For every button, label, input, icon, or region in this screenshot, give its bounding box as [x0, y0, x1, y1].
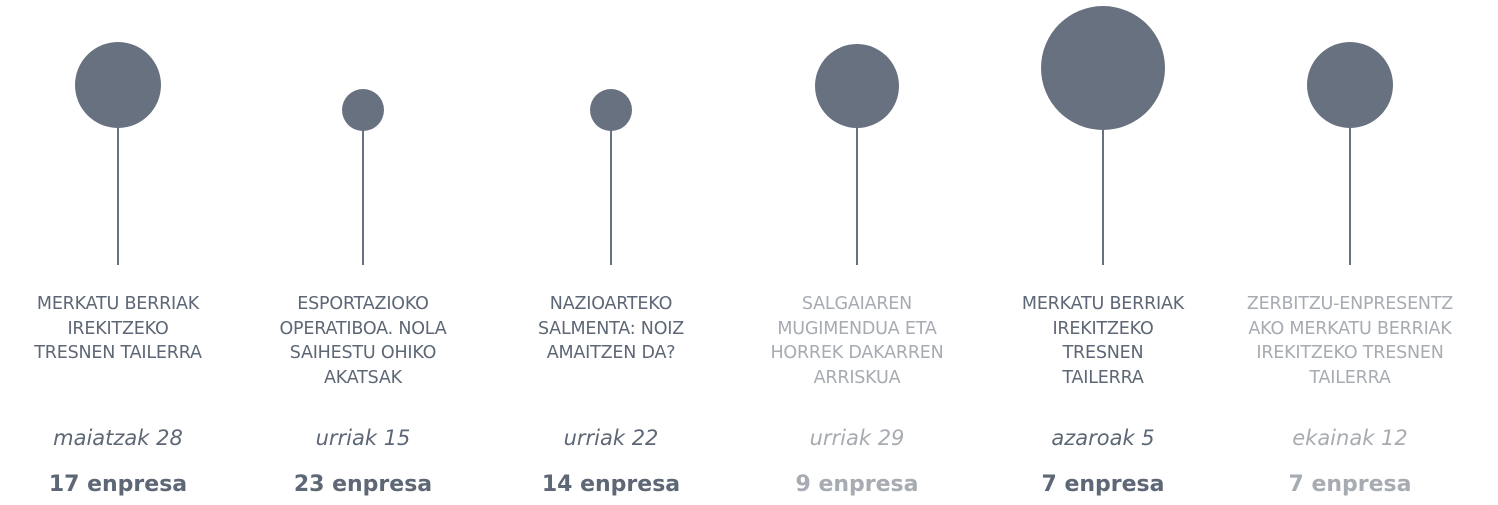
title-line: SALGAIAREN — [801, 294, 913, 314]
event-title: ESPORTAZIOKO OPERATIBOA. NOLA SAIHESTU OHI… — [240, 292, 486, 390]
title-line: IREKITZEKO — [67, 318, 169, 339]
pin-head — [342, 89, 384, 131]
event-date: azaroak 5 — [1051, 426, 1155, 450]
event-title: MERKATU BERRIAK IREKITZEKO TRESNEN TAILERR… — [0, 292, 241, 366]
title-line: HORREK DAKARREN — [770, 343, 944, 363]
pin-head — [590, 89, 632, 131]
event-count: 7 enpresa — [1041, 472, 1165, 497]
title-line: SAIHESTU OHIKO — [289, 343, 437, 363]
event-title: NAZIOARTEKO SALMENTA: NOIZ AMAITZEN DA? — [488, 292, 734, 366]
title-line: ZERBITZU-ENPRESENTZ — [1246, 294, 1454, 314]
title-line: AMAITZEN DA? — [546, 343, 676, 363]
pin-head — [75, 42, 161, 128]
title-line: SALMENTA: NOIZ — [537, 318, 685, 339]
event-date: ekainak 12 — [1292, 426, 1408, 450]
event-title: MERKATU BERRIAK IREKITZEKO TRESNEN TAILERRA — [980, 292, 1226, 390]
event-title: SALGAIAREN MUGIMENDUA ETA HORREK DAKARREN A… — [734, 292, 980, 390]
title-line: IREKITZEKO — [1052, 318, 1154, 339]
pin-head — [815, 44, 899, 128]
title-line: TRESNEN — [1062, 343, 1144, 363]
title-line: ARRISKUA — [813, 367, 901, 388]
event-count: 9 enpresa — [795, 472, 919, 497]
title-line: ESPORTAZIOKO — [297, 294, 429, 314]
title-line: AKATSAK — [324, 367, 402, 388]
event-title: ZERBITZU-ENPRESENTZ AKO MERKATU BERRIAK IR… — [1227, 292, 1473, 390]
title-line: IREKITZEKO TRESNEN — [1256, 343, 1444, 363]
event-count: 7 enpresa — [1288, 472, 1412, 497]
title-line: TAILERRA — [1062, 367, 1144, 388]
event-date: urriak 29 — [809, 426, 905, 450]
title-line: OPERATIBOA. NOLA — [279, 318, 447, 339]
event-count: 14 enpresa — [541, 472, 681, 497]
event-date: urriak 15 — [315, 426, 411, 450]
event-date: urriak 22 — [563, 426, 659, 450]
pin-head — [1041, 6, 1165, 130]
pin-head — [1307, 42, 1393, 128]
pins — [75, 6, 1393, 265]
title-line: NAZIOARTEKO — [549, 294, 673, 314]
title-line: MERKATU BERRIAK — [36, 294, 200, 314]
title-line: AKO MERKATU BERRIAK — [1248, 318, 1452, 339]
event-count: 23 enpresa — [293, 472, 433, 497]
title-line: TRESNEN TAILERRA — [34, 343, 202, 363]
event-date: maiatzak 28 — [53, 426, 183, 450]
title-line: MERKATU BERRIAK — [1021, 294, 1185, 314]
event-count: 17 enpresa — [48, 472, 188, 497]
title-line: TAILERRA — [1309, 367, 1391, 388]
title-line: MUGIMENDUA ETA — [777, 318, 937, 339]
